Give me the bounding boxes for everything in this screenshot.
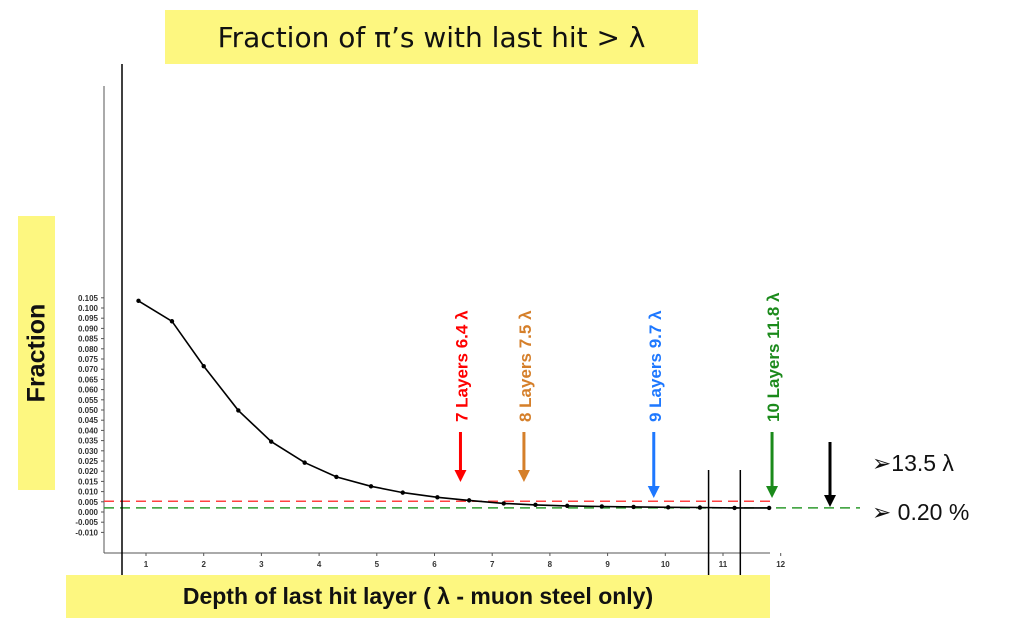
data-point	[732, 505, 737, 511]
y-tick-label: 0.040	[78, 426, 99, 435]
y-tick-label: 0.105	[78, 294, 99, 303]
x-tick-label: 9	[605, 560, 610, 569]
y-tick-label: 0.080	[78, 345, 99, 354]
y-tick-label: 0.095	[78, 314, 99, 323]
data-point	[631, 504, 636, 510]
annotation-label: 10 Layers 11.8 λ	[764, 292, 783, 422]
y-tick-label: 0.100	[78, 304, 99, 313]
right-notes: ➢13.5 λ ➢ 0.20 %	[872, 450, 1022, 548]
chart-title-box: Fraction of π’s with last hit > λ	[165, 10, 698, 64]
data-point	[368, 484, 374, 489]
y-tick-label: 0.010	[78, 488, 99, 497]
annotation-label: 9 Layers 9.7 λ	[646, 310, 665, 422]
x-tick-label: 12	[776, 560, 785, 569]
data-point	[334, 474, 339, 480]
chart-title: Fraction of π’s with last hit > λ	[217, 20, 646, 54]
annotation-arrow-head	[517, 470, 530, 482]
annotation-arrow-head	[824, 495, 836, 507]
annotation-arrow-head	[647, 486, 660, 498]
x-tick-label: 5	[375, 560, 380, 569]
annotation-arrow-head	[454, 470, 467, 482]
x-tick-label: 10	[661, 560, 670, 569]
x-axis-label: Depth of last hit layer ( λ - muon steel…	[182, 583, 654, 609]
x-tick-label: 11	[719, 560, 728, 569]
y-tick-label: 0.035	[78, 437, 99, 446]
y-tick-label: 0.055	[78, 396, 99, 405]
y-tick-label: 0.060	[78, 386, 99, 395]
x-axis-label-box: Depth of last hit layer ( λ - muon steel…	[66, 575, 770, 618]
data-point	[697, 505, 703, 510]
data-point	[501, 501, 506, 506]
y-tick-label: 0.075	[78, 355, 99, 364]
y-tick-label: 0.050	[78, 406, 99, 415]
data-point	[435, 495, 440, 500]
y-tick-label: 0.015	[78, 477, 99, 486]
x-tick-label: 2	[201, 560, 206, 569]
y-tick-label: 0.020	[78, 467, 99, 476]
data-point	[136, 298, 141, 304]
x-tick-label: 1	[144, 560, 149, 569]
data-point	[665, 505, 671, 510]
annotation-label: 8 Layers 7.5 λ	[516, 310, 535, 422]
data-point	[302, 460, 307, 465]
annotation-label: 7 Layers 6.4 λ	[452, 310, 471, 422]
data-line	[138, 300, 770, 509]
depth-note: ➢13.5 λ	[872, 450, 954, 476]
y-tick-label: -0.010	[75, 528, 98, 537]
y-tick-label: 0.025	[78, 457, 99, 466]
y-tick-label: 0.045	[78, 416, 99, 425]
data-point	[599, 504, 605, 509]
x-tick-label: 6	[432, 560, 437, 569]
y-axis-label-box: Fraction	[18, 216, 55, 490]
y-tick-label: 0.085	[78, 335, 99, 344]
data-point	[466, 498, 472, 503]
data-point	[169, 319, 175, 324]
y-tick-label: 0.000	[78, 508, 99, 517]
x-tick-label: 7	[490, 560, 495, 569]
data-point	[565, 503, 570, 509]
data-point	[400, 490, 405, 495]
y-tick-label: 0.005	[78, 498, 99, 507]
y-tick-label: -0.005	[75, 518, 98, 527]
data-point	[201, 363, 206, 369]
y-tick-label: 0.030	[78, 447, 99, 456]
y-tick-label: 0.090	[78, 324, 99, 333]
fraction-note: ➢ 0.20 %	[872, 499, 970, 525]
data-point	[533, 502, 538, 508]
data-point	[236, 408, 241, 413]
data-point	[269, 439, 274, 444]
x-tick-label: 8	[548, 560, 553, 569]
y-tick-label: 0.070	[78, 365, 99, 374]
x-tick-label: 3	[259, 560, 264, 569]
data-point	[766, 505, 772, 511]
y-tick-label: 0.065	[78, 375, 99, 384]
x-tick-label: 4	[317, 560, 322, 569]
annotation-arrow-head	[766, 486, 779, 498]
